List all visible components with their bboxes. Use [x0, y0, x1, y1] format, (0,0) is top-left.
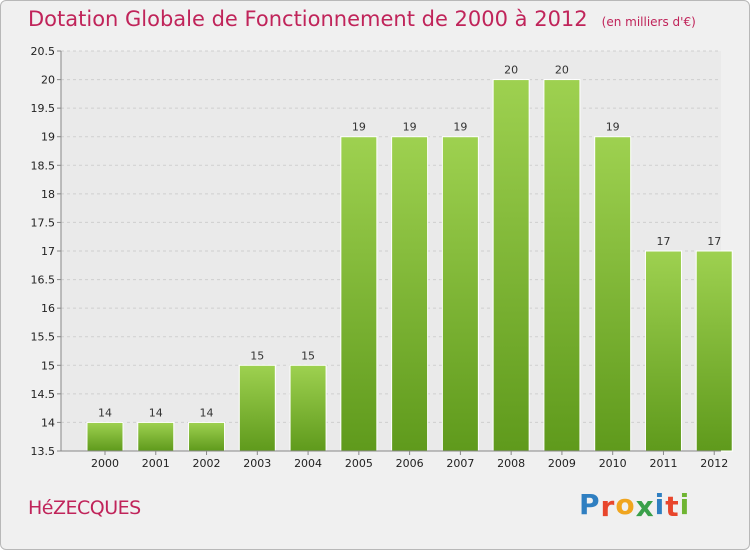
- y-tick-label: 14: [41, 416, 55, 429]
- bar-2012: [695, 250, 733, 452]
- bar-2003: [238, 364, 276, 452]
- bar-2011: [644, 250, 682, 452]
- bar-value-label: 14: [98, 406, 112, 419]
- x-tick-label: 2000: [91, 457, 119, 470]
- y-tick-label: 17.5: [31, 216, 56, 229]
- bar-value-label: 19: [403, 121, 417, 134]
- logo-letter: i: [679, 488, 691, 521]
- x-tick-label: 2002: [193, 457, 221, 470]
- x-axis: 2000 2001 2002 2003 2004 2005 2006 2007 2008 2009…: [61, 450, 728, 470]
- bar-value-label: 19: [352, 121, 366, 134]
- y-tick-label: 15: [41, 359, 55, 372]
- bar-2009: [543, 79, 581, 452]
- y-tick-label: 19.5: [31, 102, 56, 115]
- bar-value-label: 19: [606, 121, 620, 134]
- y-tick-label: 19: [41, 131, 55, 144]
- x-tick-label: 2001: [142, 457, 170, 470]
- logo-letter: o: [615, 488, 636, 521]
- x-tick-label: 2007: [446, 457, 474, 470]
- bar-2005: [340, 136, 378, 452]
- y-tick-label: 17: [41, 245, 55, 258]
- bar-value-label: 17: [656, 235, 670, 248]
- bar-2007: [441, 136, 479, 452]
- logo-letter: x: [635, 490, 655, 523]
- logo-letter: r: [600, 490, 616, 523]
- bar-2006: [391, 136, 429, 452]
- chart-unit: (en milliers d'€): [601, 15, 696, 29]
- grid-lines: [61, 50, 721, 452]
- bar-value-label: 14: [149, 406, 163, 419]
- y-tick-label: 15.5: [31, 331, 56, 344]
- proxiti-logo: Proxiti: [579, 488, 691, 523]
- bar-value-label: 20: [504, 64, 518, 77]
- logo-letter: P: [579, 488, 601, 521]
- x-tick-label: 2006: [396, 457, 424, 470]
- x-tick-label: 2005: [345, 457, 373, 470]
- bar-2000: [86, 421, 124, 452]
- y-tick-label: 16.5: [31, 274, 56, 287]
- x-tick-label: 2010: [599, 457, 627, 470]
- y-tick-label: 18.5: [31, 159, 56, 172]
- bar-value-label: 20: [555, 64, 569, 77]
- logo-letter: t: [665, 490, 680, 523]
- y-tick-label: 13.5: [31, 445, 56, 458]
- y-tick-label: 14.5: [31, 388, 56, 401]
- bar-value-label: 19: [453, 121, 467, 134]
- y-tick-label: 20.5: [31, 45, 56, 58]
- bar-2002: [188, 421, 226, 452]
- y-axis: 13.5 14 14.5 15 15.5 16 16.5 17 17.5 18 18.5 19 19.5…: [31, 45, 62, 458]
- bar-value-label: 17: [707, 235, 721, 248]
- x-tick-label: 2004: [294, 457, 322, 470]
- bar-2010: [594, 136, 632, 452]
- x-tick-label: 2011: [649, 457, 677, 470]
- x-tick-label: 2008: [497, 457, 525, 470]
- x-tick-label: 2009: [548, 457, 576, 470]
- y-tick-label: 18: [41, 188, 55, 201]
- bar-value-label: 15: [250, 349, 264, 362]
- y-tick-label: 20: [41, 74, 55, 87]
- x-tick-label: 2003: [243, 457, 271, 470]
- bars: 14 14 14 15 15 19 19 19 20 20 19 17 17: [86, 64, 733, 452]
- chart-title: Dotation Globale de Fonctionnement de 20…: [28, 7, 696, 31]
- bar-2001: [137, 421, 175, 452]
- x-tick-label: 2012: [700, 457, 728, 470]
- commune-name: HéZECQUES: [28, 497, 141, 519]
- bar-2004: [289, 364, 327, 452]
- bar-2008: [492, 79, 530, 452]
- logo-letter: i: [654, 488, 666, 521]
- chart-title-text: Dotation Globale de Fonctionnement de 20…: [28, 7, 588, 31]
- y-tick-label: 16: [41, 302, 55, 315]
- bar-value-label: 14: [200, 406, 214, 419]
- bar-value-label: 15: [301, 349, 315, 362]
